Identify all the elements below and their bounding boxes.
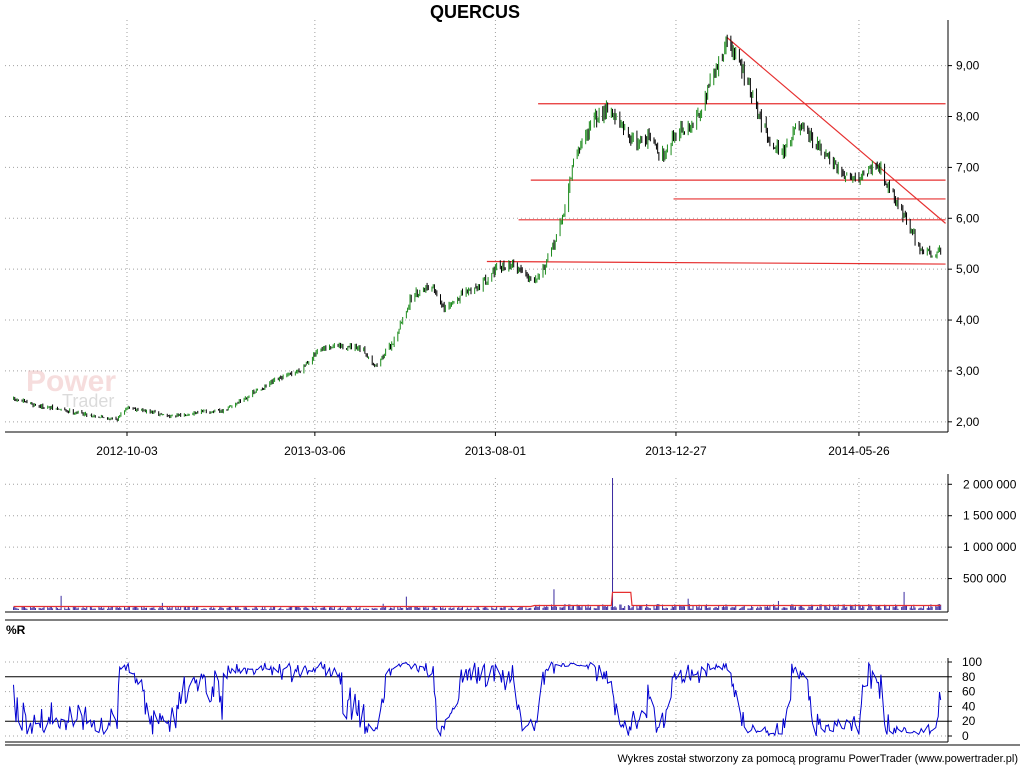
candle-layer — [13, 34, 942, 422]
trendline-layer — [486, 37, 946, 265]
trendline — [486, 260, 946, 265]
wr-y-tick-label: 80 — [962, 670, 976, 684]
price-y-tick-label: 2,00 — [956, 415, 980, 429]
volume-layer — [13, 478, 942, 610]
volume-average-line — [13, 591, 941, 608]
x-tick-label: 2013-03-06 — [284, 444, 346, 458]
footer-credit: Wykres został stworzony za pomocą progra… — [617, 753, 1018, 765]
trendline — [726, 37, 946, 224]
williams-r-line — [13, 661, 942, 738]
volume-y-tick-label: 500 000 — [963, 572, 1007, 586]
x-tick-label: 2013-08-01 — [465, 444, 527, 458]
wr-y-tick-label: 0 — [962, 729, 969, 743]
powertrader-watermark: Power Trader — [26, 367, 116, 412]
x-tick-label: 2013-12-27 — [645, 444, 707, 458]
x-tick-label: 2014-05-26 — [828, 444, 890, 458]
wr-y-tick-label: 60 — [962, 685, 976, 699]
axis-layer: 2012-10-03 2013-03-06 2013-08-01 2013-12-27… — [5, 20, 1020, 746]
volume-y-tick-label: 1 500 000 — [963, 509, 1017, 523]
chart-title: QUERCUS — [429, 2, 520, 22]
price-y-tick-label: 6,00 — [956, 211, 980, 225]
price-y-tick-label: 9,00 — [956, 59, 980, 73]
williams-r-panel-label: %R — [6, 623, 26, 637]
watermark-line1: Power — [26, 365, 117, 398]
x-tick-label: 2012-10-03 — [96, 444, 158, 458]
wr-y-tick-label: 100 — [962, 655, 982, 669]
price-y-tick-label: 3,00 — [956, 364, 980, 378]
williams-r-layer — [13, 661, 942, 738]
price-y-tick-label: 5,00 — [956, 262, 980, 276]
volume-y-tick-label: 1 000 000 — [963, 540, 1017, 554]
price-y-tick-label: 8,00 — [956, 110, 980, 124]
watermark-line2: Trader — [62, 391, 115, 411]
volume-y-tick-label: 2 000 000 — [963, 477, 1017, 491]
wr-y-tick-label: 20 — [962, 714, 976, 728]
wr-y-tick-label: 40 — [962, 699, 976, 713]
price-y-tick-label: 4,00 — [956, 313, 980, 327]
price-y-tick-label: 7,00 — [956, 160, 980, 174]
grid-layer — [5, 20, 948, 740]
